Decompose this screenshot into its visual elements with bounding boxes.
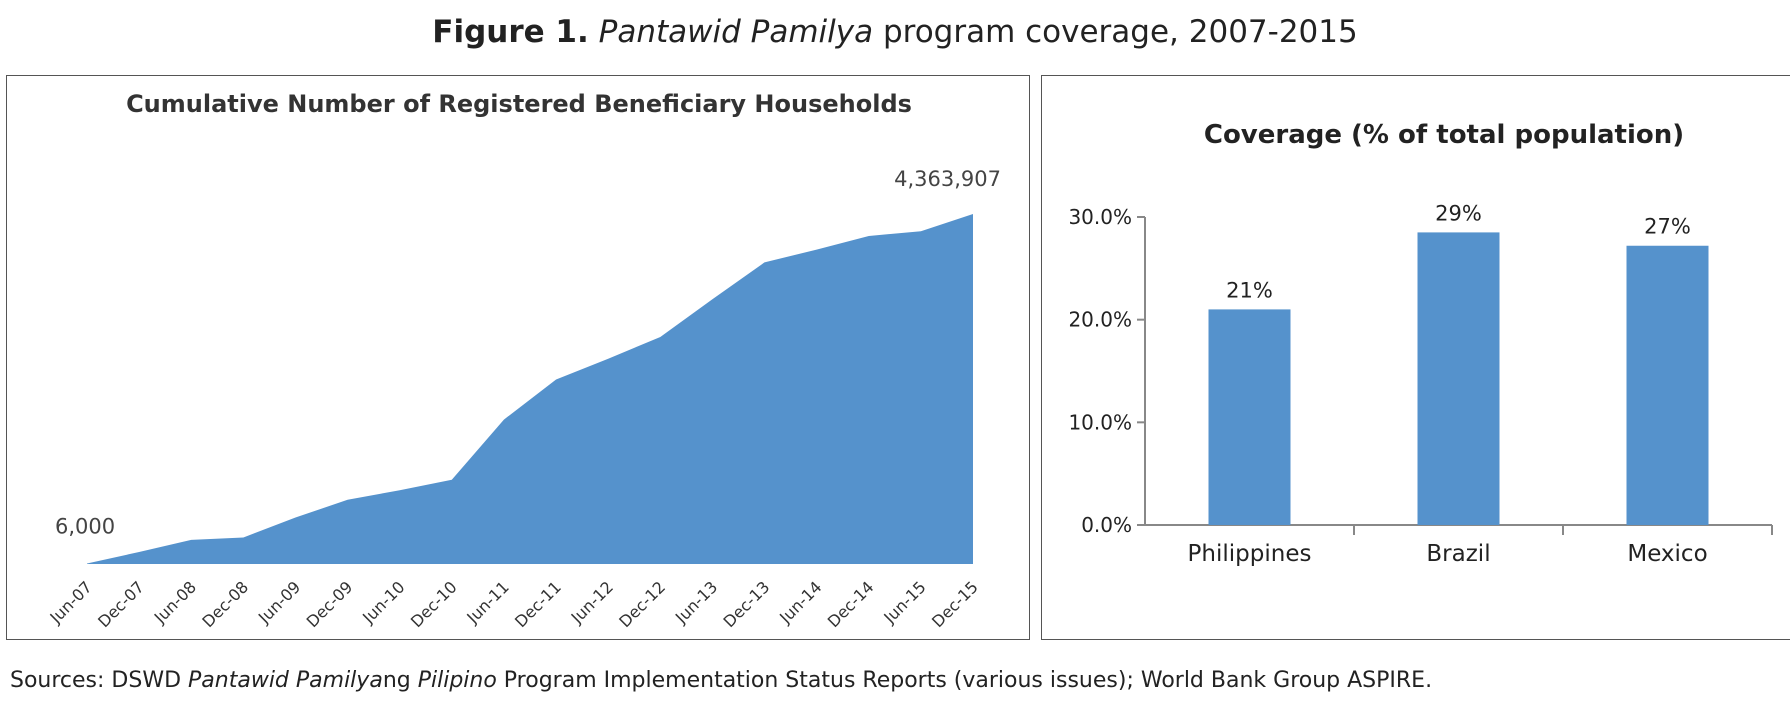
y-tick-label: 30.0% (1068, 205, 1132, 229)
bar-chart-title: Coverage (% of total population) (1204, 120, 1684, 150)
figure-title: Figure 1. Pantawid Pamilya program cover… (0, 14, 1790, 50)
source-italic-2: Pilipino (417, 668, 497, 693)
bar-data-label: 29% (1435, 201, 1482, 225)
x-tick-label: Jun-14 (775, 577, 825, 627)
area-chart: Cumulative Number of Registered Benefici… (46, 90, 1001, 631)
x-tick-label: Dec-11 (511, 577, 565, 631)
x-category-label: Brazil (1426, 541, 1490, 567)
x-tick-label: Jun-13 (671, 577, 721, 627)
x-tick-label: Dec-10 (407, 577, 461, 631)
figure-label: Figure 1. (432, 14, 589, 50)
bar (1208, 309, 1291, 525)
x-tick-label: Jun-08 (150, 577, 200, 627)
x-tick-label: Jun-10 (358, 577, 408, 627)
x-category-label: Philippines (1188, 541, 1312, 567)
source-mid: ng (382, 668, 418, 693)
x-tick-label: Dec-12 (615, 577, 669, 631)
data-label: 6,000 (55, 515, 115, 539)
x-tick-label: Dec-08 (198, 577, 252, 631)
bar (1417, 232, 1500, 525)
source-rest: Program Implementation Status Reports (v… (496, 668, 1433, 693)
area-series (87, 214, 973, 564)
bar-data-label: 27% (1644, 215, 1691, 239)
figure-title-italic: Pantawid Pamilya (598, 14, 874, 50)
x-tick-label: Dec-07 (94, 577, 148, 631)
x-tick-label: Jun-12 (567, 577, 617, 627)
x-tick-label: Jun-07 (46, 577, 96, 627)
x-tick-label: Dec-09 (303, 577, 357, 631)
x-tick-label: Dec-14 (824, 577, 878, 631)
x-category-label: Mexico (1627, 541, 1707, 567)
source-note: Sources: DSWD Pantawid Pamilyang Pilipin… (10, 668, 1432, 693)
bar (1626, 245, 1709, 525)
source-prefix: Sources: DSWD (10, 668, 189, 693)
x-tick-label: Jun-09 (254, 577, 304, 627)
bar-data-label: 21% (1226, 278, 1273, 302)
y-tick-label: 0.0% (1081, 513, 1132, 537)
area-chart-panel: Cumulative Number of Registered Benefici… (6, 75, 1030, 640)
x-tick-label: Dec-15 (928, 577, 982, 631)
y-tick-label: 20.0% (1068, 308, 1132, 332)
x-tick-label: Jun-15 (879, 577, 929, 627)
figure-title-rest: program coverage, 2007-2015 (873, 14, 1358, 50)
bar-chart-panel: Coverage (% of total population) 0.0% 10.0… (1041, 75, 1790, 640)
source-italic-1: Pantawid Pamilya (188, 668, 383, 693)
y-tick-label: 10.0% (1068, 410, 1132, 434)
x-tick-label: Jun-11 (462, 577, 512, 627)
area-chart-title: Cumulative Number of Registered Benefici… (126, 90, 912, 118)
bar-chart: Coverage (% of total population) 0.0% 10.0… (1068, 120, 1773, 567)
data-label: 4,363,907 (894, 167, 1001, 191)
x-tick-label: Dec-13 (720, 577, 774, 631)
